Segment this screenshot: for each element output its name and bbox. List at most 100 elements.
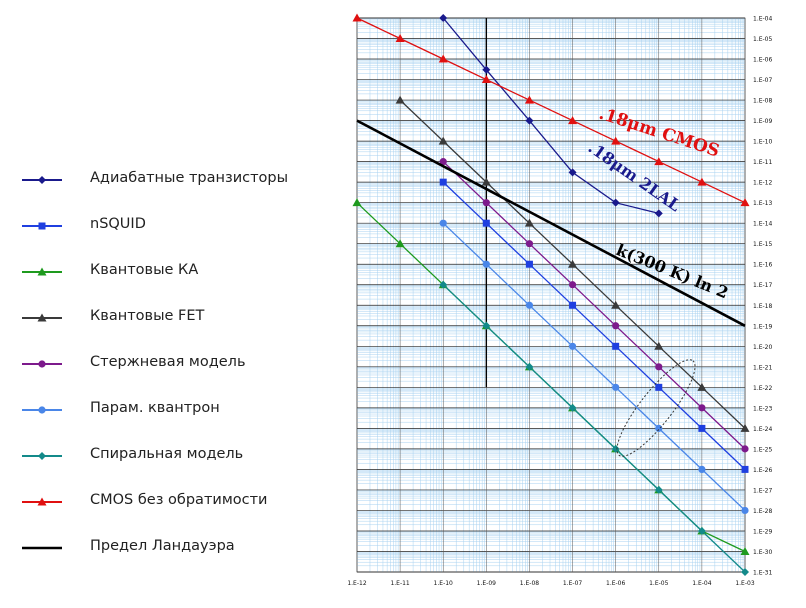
series-5 (439, 219, 749, 515)
x-tick-label: 1.E-07 (563, 580, 582, 587)
data-point (568, 342, 577, 350)
data-point (741, 445, 749, 453)
data-point (568, 259, 578, 268)
data-point (525, 362, 534, 371)
data-point (740, 423, 750, 432)
y-tick-label: 1.E-21 (753, 364, 772, 371)
y-tick-label: 1.E-19 (753, 323, 772, 330)
legend-label: Квантовые FET (90, 308, 205, 324)
data-point (482, 219, 490, 227)
y-tick-label: 1.E-13 (753, 200, 772, 207)
y-tick-label: 1.E-07 (753, 77, 772, 84)
data-point (352, 198, 362, 207)
series-3 (395, 95, 750, 432)
x-tick-label: 1.E-03 (735, 580, 754, 587)
legend-swatch (22, 497, 62, 506)
legend-marker (38, 222, 46, 230)
data-point (439, 178, 447, 186)
data-point (395, 95, 405, 104)
data-point (654, 209, 663, 218)
y-tick-label: 1.E-08 (753, 98, 772, 105)
series-4 (439, 158, 749, 453)
data-point (655, 424, 663, 432)
data-point (525, 240, 534, 248)
data-point (568, 116, 578, 125)
legend-label: nSQUID (90, 216, 146, 232)
y-tick-label: 1.E-26 (753, 467, 772, 474)
data-point (654, 157, 664, 166)
legend-marker (37, 267, 47, 276)
y-tick-label: 1.E-18 (753, 303, 772, 310)
legend-item: Стержневая модель (14, 352, 344, 376)
data-point (697, 177, 707, 186)
legend-label: Парам. квантрон (90, 400, 220, 416)
legend-swatch (22, 360, 62, 368)
series-line (442, 222, 746, 511)
legend-label: CMOS без обратимости (90, 492, 268, 508)
data-point (568, 281, 577, 289)
y-tick-label: 1.E-17 (753, 282, 772, 289)
legend-item: Адиабатные транзисторы (14, 168, 344, 192)
y-tick-label: 1.E-24 (753, 426, 772, 433)
data-point (438, 136, 448, 145)
legend-swatch (22, 222, 62, 230)
data-point (612, 383, 620, 391)
legend-item: CMOS без обратимости (14, 490, 344, 514)
data-point (569, 301, 577, 309)
series-8 (356, 119, 746, 327)
y-tick-label: 1.E-11 (753, 159, 772, 166)
data-point (524, 218, 534, 227)
series-line (356, 17, 746, 204)
legend-marker (38, 406, 46, 414)
legend-label: Квантовые КА (90, 262, 199, 278)
data-point (655, 363, 663, 371)
data-point (698, 465, 706, 474)
y-tick-label: 1.E-14 (753, 221, 772, 228)
y-tick-label: 1.E-31 (753, 570, 772, 577)
legend-swatch (22, 406, 62, 414)
data-point (740, 198, 750, 207)
y-tick-label: 1.E-22 (753, 385, 772, 392)
data-point (611, 198, 620, 207)
data-point (525, 301, 534, 309)
legend-swatch (22, 267, 62, 276)
legend-marker (38, 360, 46, 368)
data-point (741, 506, 749, 515)
data-point (395, 239, 405, 248)
data-point (612, 322, 620, 330)
y-tick-label: 1.E-06 (753, 57, 772, 64)
legend-label: Адиабатные транзисторы (90, 170, 289, 186)
legend-label: Предел Ландауэра (90, 538, 235, 554)
y-tick-label: 1.E-05 (753, 36, 772, 43)
y-tick-label: 1.E-12 (753, 180, 772, 187)
data-point (741, 465, 749, 473)
legend-marker (37, 313, 47, 322)
data-point (611, 136, 621, 145)
data-point (439, 158, 447, 166)
data-point (698, 404, 706, 412)
data-point (352, 13, 362, 22)
data-point (525, 260, 533, 268)
x-tick-label: 1.E-10 (434, 580, 453, 587)
legend-item: Квантовые FET (14, 306, 344, 330)
legend-swatch (22, 313, 62, 322)
legend-swatch (22, 546, 62, 550)
legend-marker (38, 176, 46, 184)
y-tick-label: 1.E-30 (753, 549, 772, 556)
data-point (482, 65, 491, 74)
data-point (740, 546, 750, 555)
series-1 (439, 178, 749, 473)
y-tick-label: 1.E-10 (753, 139, 772, 146)
data-point (482, 199, 490, 207)
data-point (481, 75, 491, 84)
legend-item: nSQUID (14, 214, 344, 238)
data-point (395, 34, 405, 43)
legend-label: Стержневая модель (90, 354, 246, 370)
data-point (439, 280, 448, 289)
x-tick-label: 1.E-06 (606, 580, 625, 587)
legend-item: Предел Ландауэра (14, 536, 344, 560)
y-tick-label: 1.E-16 (753, 262, 772, 269)
legend-marker (38, 452, 46, 460)
series-6 (439, 280, 749, 576)
y-tick-label: 1.E-25 (753, 446, 772, 453)
